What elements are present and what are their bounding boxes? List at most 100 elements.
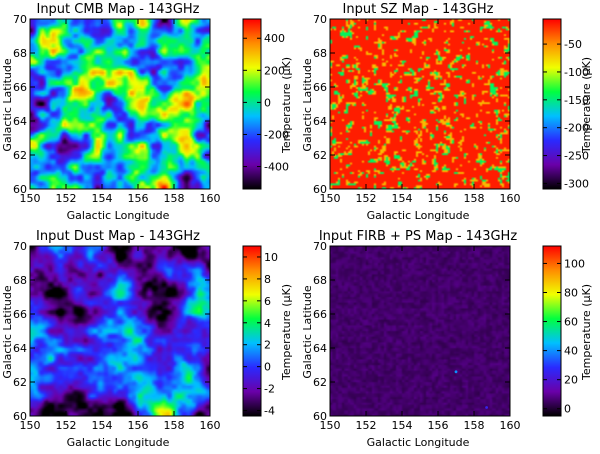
colorbar-tick-label: -100 xyxy=(564,66,589,79)
colorbar-tick-label: -250 xyxy=(564,150,589,163)
y-tick-label: 62 xyxy=(13,376,27,389)
plot-frame xyxy=(29,245,211,417)
colorbar-tick-label: -400 xyxy=(264,161,289,174)
colorbar xyxy=(242,245,262,417)
point-source xyxy=(454,370,458,374)
colorbar-tick-label: 2 xyxy=(264,339,271,352)
x-tick-label: 158 xyxy=(164,419,185,432)
y-tick-label: 70 xyxy=(313,13,327,26)
y-tick-label: 60 xyxy=(313,183,327,196)
y-tick-label: 66 xyxy=(13,308,27,321)
y-tick-label: 64 xyxy=(313,342,327,355)
x-tick-label: 156 xyxy=(428,192,449,205)
colorbar-tick-label: 0 xyxy=(264,361,271,374)
y-tick-label: 64 xyxy=(13,115,27,128)
x-tick-label: 152 xyxy=(56,419,77,432)
heatmap-image xyxy=(330,19,510,189)
chart-title: Input Dust Map - 143GHz xyxy=(36,229,200,244)
y-axis-label: Galactic Latitude xyxy=(1,285,14,379)
colorbar xyxy=(542,18,562,190)
y-tick-label: 62 xyxy=(313,376,327,389)
x-axis-label: Galactic Longitude xyxy=(67,209,170,222)
plot-frame xyxy=(329,245,511,417)
colorbar-tick-label: 0 xyxy=(264,96,271,109)
y-tick-label: 68 xyxy=(313,274,327,287)
x-axis-label: Galactic Longitude xyxy=(67,436,170,449)
y-axis-label: Galactic Latitude xyxy=(1,58,14,152)
heatmap-image xyxy=(30,246,210,416)
x-axis-label: Galactic Longitude xyxy=(367,436,470,449)
y-tick-label: 62 xyxy=(313,149,327,162)
firb-ps-map-panel: Input FIRB + PS Map - 143GHz Galactic Lo… xyxy=(300,227,600,454)
colorbar-label: Temperature (µK) xyxy=(580,284,593,381)
y-tick-label: 60 xyxy=(13,183,27,196)
plot-frame xyxy=(29,18,211,190)
x-tick-label: 160 xyxy=(200,192,221,205)
plot-frame xyxy=(329,18,511,190)
x-tick-label: 154 xyxy=(392,419,413,432)
x-tick-label: 158 xyxy=(464,192,485,205)
colorbar-tick-label: 60 xyxy=(564,316,578,329)
y-tick-label: 70 xyxy=(313,240,327,253)
x-tick-label: 154 xyxy=(92,192,113,205)
colorbar xyxy=(242,18,262,190)
cmb-map-panel: Input CMB Map - 143GHz Galactic Longitud… xyxy=(0,0,300,227)
y-tick-label: 70 xyxy=(13,240,27,253)
chart-title: Input CMB Map - 143GHz xyxy=(36,2,199,17)
heatmap-image xyxy=(30,19,210,189)
heatmap-image xyxy=(330,246,510,416)
y-tick-label: 64 xyxy=(13,342,27,355)
x-tick-label: 154 xyxy=(392,192,413,205)
y-tick-label: 68 xyxy=(13,274,27,287)
sz-map-chart: Input SZ Map - 143GHz Galactic Longitude… xyxy=(301,2,593,222)
x-tick-label: 150 xyxy=(20,192,41,205)
colorbar-tick-label: 10 xyxy=(264,251,278,264)
y-tick-label: 66 xyxy=(13,81,27,94)
colorbar-tick-label: -50 xyxy=(564,38,582,51)
sz-map-panel: Input SZ Map - 143GHz Galactic Longitude… xyxy=(300,0,600,227)
x-tick-label: 160 xyxy=(500,192,521,205)
y-tick-label: 60 xyxy=(13,410,27,423)
colorbar-label: Temperature (µK) xyxy=(580,57,593,154)
colorbar-tick-label: -4 xyxy=(264,405,275,418)
chart-title: Input SZ Map - 143GHz xyxy=(343,2,494,17)
y-axis-label: Galactic Latitude xyxy=(301,285,314,379)
y-tick-label: 70 xyxy=(13,13,27,26)
x-tick-label: 156 xyxy=(128,419,149,432)
colorbar-tick-label: 200 xyxy=(264,64,285,77)
y-tick-label: 64 xyxy=(313,115,327,128)
colorbar-tick-label: -300 xyxy=(564,177,589,190)
dust-map-chart: Input Dust Map - 143GHz Galactic Longitu… xyxy=(1,229,293,449)
x-tick-label: 158 xyxy=(164,192,185,205)
x-tick-label: 150 xyxy=(320,192,341,205)
point-source xyxy=(485,406,488,409)
dust-map-panel: Input Dust Map - 143GHz Galactic Longitu… xyxy=(0,227,300,454)
colorbar-tick-label: -150 xyxy=(564,94,589,107)
x-tick-label: 150 xyxy=(20,419,41,432)
colorbar-tick-label: 40 xyxy=(564,345,578,358)
y-tick-label: 60 xyxy=(313,410,327,423)
x-tick-label: 156 xyxy=(128,192,149,205)
colorbar-tick-label: -200 xyxy=(564,122,589,135)
colorbar-tick-label: -2 xyxy=(264,383,275,396)
x-axis-label: Galactic Longitude xyxy=(367,209,470,222)
chart-title: Input FIRB + PS Map - 143GHz xyxy=(319,229,517,244)
y-tick-label: 66 xyxy=(313,81,327,94)
firb-ps-map-chart: Input FIRB + PS Map - 143GHz Galactic Lo… xyxy=(301,229,593,449)
x-tick-label: 152 xyxy=(356,419,377,432)
x-tick-label: 160 xyxy=(500,419,521,432)
y-tick-label: 66 xyxy=(313,308,327,321)
colorbar-tick-label: 6 xyxy=(264,295,271,308)
colorbar xyxy=(542,245,562,417)
x-tick-label: 152 xyxy=(56,192,77,205)
colorbar-tick-label: 20 xyxy=(564,374,578,387)
colorbar-label: Temperature (µK) xyxy=(280,57,293,154)
colorbar-tick-label: 400 xyxy=(264,32,285,45)
x-tick-label: 150 xyxy=(320,419,341,432)
colorbar-tick-label: 80 xyxy=(564,286,578,299)
y-tick-label: 68 xyxy=(13,47,27,60)
x-tick-label: 158 xyxy=(464,419,485,432)
y-tick-label: 62 xyxy=(13,149,27,162)
colorbar-tick-label: 8 xyxy=(264,273,271,286)
colorbar-tick-label: 0 xyxy=(564,403,571,416)
